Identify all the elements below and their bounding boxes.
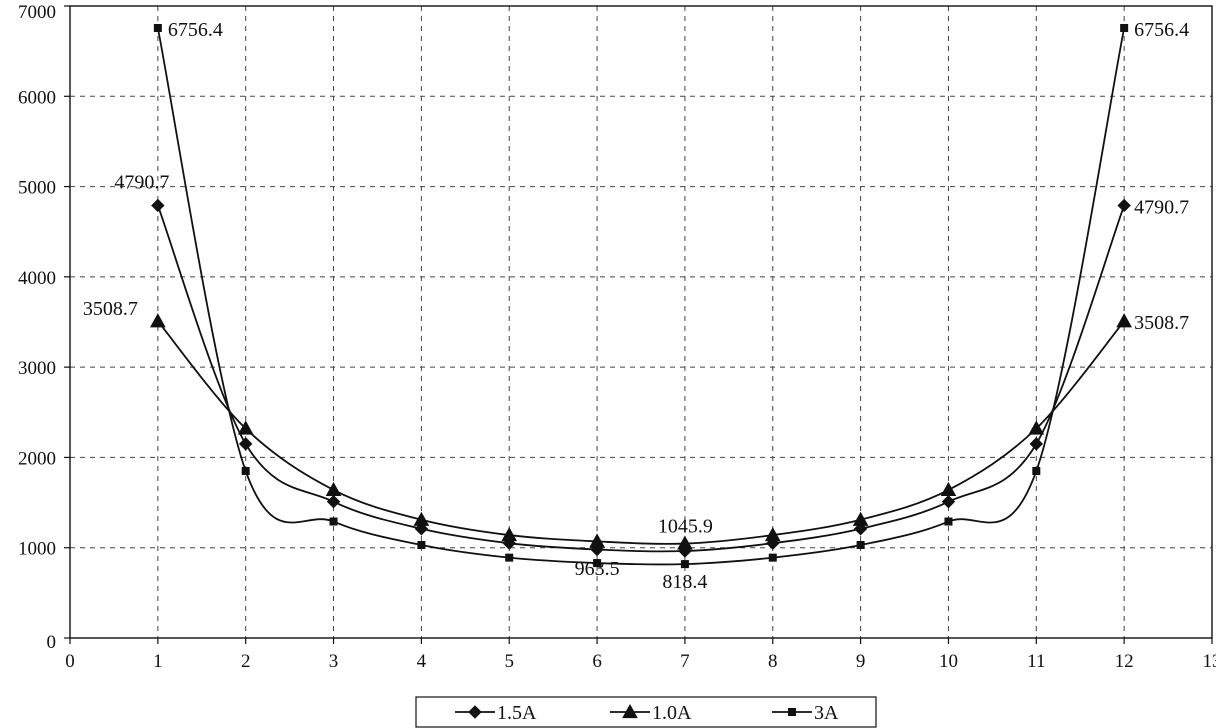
data-point-1.0A — [764, 527, 781, 542]
data-label: 963.5 — [575, 558, 620, 580]
y-tick-label: 0 — [47, 632, 57, 653]
x-tick-label: 12 — [1115, 651, 1134, 672]
data-point-1.0A — [1116, 313, 1133, 328]
y-tick-label: 7000 — [18, 2, 56, 23]
series-lines — [156, 27, 1126, 566]
x-tick-label: 4 — [417, 651, 427, 672]
data-point-3A — [329, 517, 338, 526]
data-point-1.5A — [1029, 437, 1044, 451]
legend-label: 1.0A — [652, 702, 692, 724]
data-point-3A — [241, 466, 250, 475]
legend-label: 1.5A — [497, 702, 537, 724]
y-tick-label: 2000 — [18, 448, 56, 469]
data-point-1.5A — [238, 437, 253, 451]
data-point-1.0A — [149, 313, 166, 328]
data-point-1.5A — [151, 198, 165, 213]
legend-marker-1.0A — [622, 703, 638, 719]
series-line-1.0A — [157, 320, 1125, 545]
y-tick-label: 5000 — [18, 178, 56, 199]
data-label: 6756.4 — [168, 19, 223, 41]
series-line-3A — [156, 27, 1126, 566]
series-markers — [149, 23, 1133, 569]
data-label: 1045.9 — [658, 516, 713, 538]
data-point-3A — [417, 541, 426, 550]
legend-marker-1.5A — [468, 705, 482, 719]
legend-label: 3A — [814, 702, 839, 724]
x-tick-label: 8 — [768, 651, 778, 672]
x-tick-label: 0 — [65, 651, 75, 672]
data-point-3A — [1120, 23, 1129, 32]
data-point-3A — [505, 553, 514, 562]
x-tick-label: 5 — [504, 651, 514, 672]
data-point-3A — [1032, 466, 1041, 475]
data-point-3A — [856, 541, 865, 550]
data-point-1.0A — [413, 511, 430, 526]
x-tick-label: 6 — [592, 651, 602, 672]
y-tick-label: 3000 — [18, 358, 56, 379]
data-point-1.0A — [501, 527, 518, 542]
data-label: 3508.7 — [1134, 312, 1189, 334]
plot-frame — [69, 5, 1213, 639]
legend-marker-3A — [788, 708, 796, 716]
data-point-1.0A — [940, 481, 957, 497]
y-tick-label: 6000 — [18, 87, 56, 108]
data-point-3A — [768, 553, 777, 562]
axes: 0123456789101112130100020003000400050006… — [18, 2, 1216, 672]
data-point-3A — [944, 517, 953, 526]
x-tick-label: 7 — [680, 651, 690, 672]
x-tick-label: 2 — [241, 651, 251, 672]
data-label: 818.4 — [662, 571, 707, 593]
data-point-3A — [153, 23, 162, 32]
x-tick-label: 10 — [939, 651, 958, 672]
x-tick-label: 9 — [856, 651, 866, 672]
grid-lines — [70, 6, 1212, 638]
y-tick-label: 4000 — [18, 268, 56, 289]
data-label: 6756.4 — [1134, 19, 1189, 41]
data-point-1.5A — [941, 494, 956, 509]
data-label: 3508.7 — [83, 298, 138, 320]
data-point-1.0A — [1028, 420, 1045, 435]
data-label: 4790.7 — [1134, 196, 1189, 218]
data-point-3A — [680, 560, 689, 569]
data-point-1.0A — [852, 511, 869, 526]
data-point-3A — [593, 559, 602, 568]
y-tick-label: 1000 — [18, 539, 56, 560]
x-tick-label: 3 — [329, 651, 339, 672]
data-point-1.0A — [677, 535, 693, 550]
series-line-1.5A — [157, 205, 1125, 553]
data-point-1.0A — [589, 533, 605, 548]
data-label: 4790.7 — [114, 171, 169, 193]
legend: 1.5A 1.0A 3A — [415, 696, 877, 728]
data-point-1.5A — [326, 494, 341, 509]
x-tick-label: 11 — [1027, 651, 1045, 672]
x-tick-label: 13 — [1203, 651, 1216, 672]
data-point-1.5A — [1117, 198, 1131, 213]
data-point-1.0A — [237, 420, 254, 435]
data-point-1.0A — [325, 481, 342, 497]
x-tick-label: 1 — [153, 651, 163, 672]
data-labels: 6756.4 6756.4 4790.7 4790.7 3508.7 3508.7 1045… — [83, 19, 1189, 593]
